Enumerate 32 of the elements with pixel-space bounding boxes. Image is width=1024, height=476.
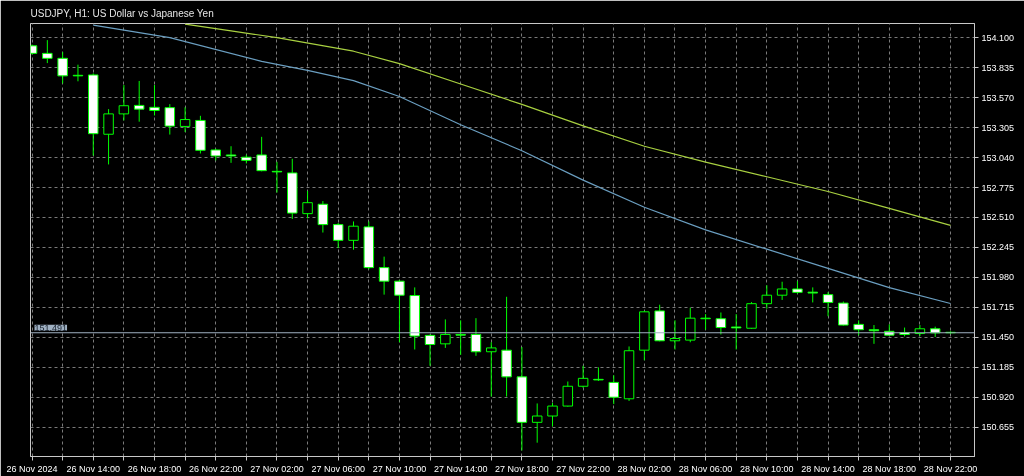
x-tick-label: 28 Nov 14:00 [801, 463, 855, 474]
y-tick-label: 154.100 [981, 32, 1015, 43]
y-tick-label: 150.655 [981, 422, 1015, 433]
chart-title: USDJPY, H1: US Dollar vs Japanese Yen [30, 7, 214, 19]
x-tick-label: 27 Nov 18:00 [495, 463, 549, 474]
y-tick-label: 151.185 [981, 362, 1015, 373]
y-tick-label: 152.245 [981, 242, 1015, 253]
y-tick-label: 153.040 [981, 152, 1015, 163]
x-tick-label: 28 Nov 22:00 [923, 463, 978, 474]
ref-line-label: 151.491 [34, 322, 68, 333]
y-tick-label: 150.920 [981, 392, 1015, 403]
x-tick-label: 27 Nov 02:00 [250, 463, 304, 474]
x-tick-label: 26 Nov 14:00 [66, 463, 121, 474]
y-tick-label: 151.715 [981, 302, 1015, 313]
y-tick-label: 153.570 [981, 92, 1015, 103]
y-tick-label: 151.450 [981, 332, 1015, 343]
y-tick-label: 152.775 [981, 182, 1015, 193]
x-tick-label: 26 Nov 18:00 [127, 463, 182, 474]
x-tick-label: 28 Nov 06:00 [678, 463, 733, 474]
y-tick-label: 152.510 [981, 212, 1015, 223]
x-tick-label: 28 Nov 10:00 [740, 463, 794, 474]
x-tick-label: 27 Nov 10:00 [372, 463, 427, 474]
x-tick-label: 26 Nov 22:00 [188, 463, 243, 474]
x-tick-label: 27 Nov 06:00 [311, 463, 365, 474]
y-tick-label: 153.835 [981, 62, 1015, 73]
y-tick-label: 153.305 [981, 122, 1015, 133]
y-tick-label: 151.980 [981, 272, 1015, 283]
x-tick-label: 27 Nov 14:00 [433, 463, 488, 474]
x-tick-label: 28 Nov 02:00 [617, 463, 672, 474]
x-tick-label: 28 Nov 18:00 [862, 463, 917, 474]
x-tick-label: 26 Nov 2024 [6, 463, 58, 474]
x-tick-label: 27 Nov 22:00 [556, 463, 610, 474]
